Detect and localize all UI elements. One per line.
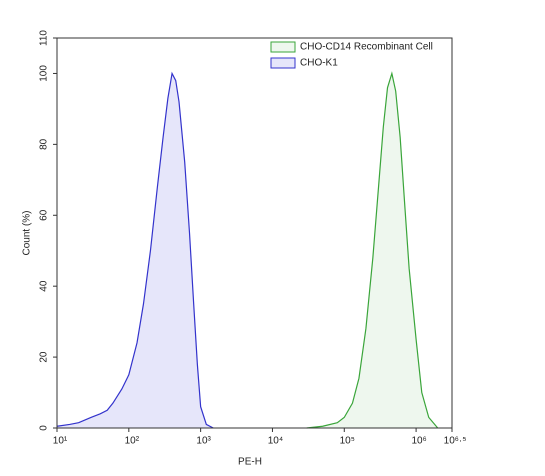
plot-frame	[56, 37, 453, 429]
y-tick-label: 110	[39, 30, 50, 46]
x-tick-label: 10⁵	[340, 436, 355, 447]
y-axis-label: Count (%)	[22, 210, 33, 255]
x-tick-label: 10⁶	[411, 436, 426, 447]
x-tick-label: 10³	[196, 436, 211, 447]
legend-swatch	[270, 57, 296, 69]
area-fill	[306, 73, 438, 429]
y-tick-label: 60	[39, 209, 50, 221]
x-tick-label: 10⁶·⁵	[444, 436, 467, 447]
series-line	[56, 71, 214, 429]
area-fill	[57, 73, 214, 429]
x-tick-label: 10²	[125, 436, 140, 447]
x-axis-label: PE-H	[238, 457, 262, 468]
x-tick-label: 10⁴	[268, 436, 283, 447]
legend-swatch	[270, 41, 296, 53]
legend-label: CHO-CD14 Recombinant Cell	[300, 42, 433, 53]
y-tick-label: 40	[39, 280, 50, 292]
x-tick-label: 10¹	[53, 436, 68, 447]
y-tick-label: 100	[39, 65, 50, 82]
y-tick-label: 0	[39, 425, 50, 431]
series-line	[306, 71, 439, 429]
y-tick-label: 80	[39, 138, 50, 150]
legend-label: CHO-K1	[300, 58, 338, 69]
y-tick-label: 20	[39, 351, 50, 363]
